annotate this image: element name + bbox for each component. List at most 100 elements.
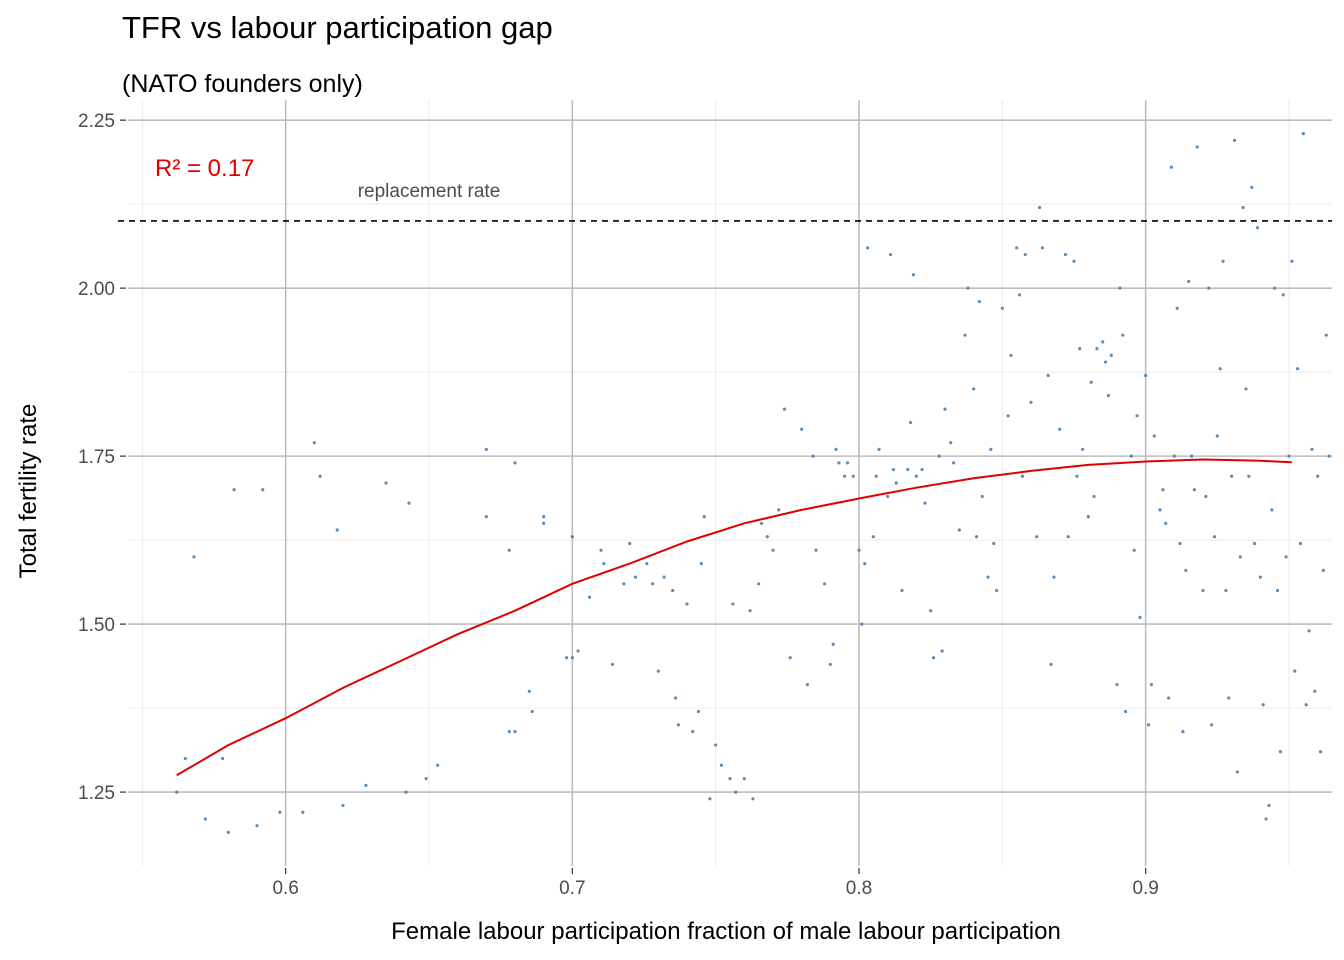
data-point: [1075, 474, 1079, 478]
data-point: [1273, 286, 1277, 290]
data-point: [943, 407, 947, 411]
data-point: [1181, 730, 1185, 734]
data-point: [734, 790, 738, 794]
data-point: [513, 461, 517, 465]
data-point: [923, 501, 927, 505]
data-point: [1052, 575, 1056, 579]
data-point: [940, 649, 944, 653]
y-axis-ticks: 1.25 1.50 1.75 2.00 2.25: [78, 111, 126, 804]
data-point: [1307, 629, 1311, 633]
data-point: [834, 447, 838, 452]
data-point: [384, 481, 388, 485]
y-tick-label: 2.25: [78, 111, 115, 132]
data-point: [777, 508, 781, 512]
data-point: [699, 562, 703, 566]
data-point: [857, 548, 861, 552]
data-point: [1278, 750, 1282, 754]
data-point: [1255, 226, 1260, 230]
data-point: [800, 427, 804, 431]
data-point: [1121, 333, 1125, 337]
data-point: [1192, 488, 1196, 492]
data-point: [1324, 333, 1328, 337]
data-point: [986, 575, 990, 579]
data-point: [1158, 508, 1162, 512]
data-point: [565, 656, 569, 660]
data-point: [963, 333, 967, 337]
data-points: [175, 131, 1331, 835]
data-point: [1023, 252, 1027, 257]
data-point: [1038, 205, 1042, 210]
data-point: [622, 582, 626, 586]
data-point: [542, 521, 546, 525]
data-point: [748, 609, 752, 613]
data-point: [823, 582, 827, 586]
data-point: [1232, 138, 1237, 142]
x-tick-label: 0.9: [1132, 878, 1158, 899]
data-point: [1167, 696, 1171, 700]
data-point: [1066, 535, 1070, 539]
data-point: [1235, 770, 1239, 774]
data-point: [1321, 568, 1325, 572]
data-point: [1164, 521, 1168, 525]
data-point: [1204, 494, 1208, 499]
data-point: [1318, 750, 1323, 754]
data-point: [1169, 165, 1174, 169]
data-point: [765, 535, 769, 539]
data-point: [851, 474, 855, 478]
data-point: [1267, 803, 1271, 808]
data-point: [771, 548, 775, 552]
data-point: [845, 461, 850, 465]
data-point: [633, 575, 638, 579]
data-point: [221, 756, 225, 761]
data-point: [937, 454, 941, 458]
data-point: [877, 447, 881, 452]
major-gridlines: [128, 100, 1332, 866]
data-point: [1138, 615, 1142, 619]
data-point: [1063, 252, 1067, 257]
data-point: [1020, 474, 1024, 478]
data-point: [203, 817, 207, 821]
data-point: [301, 810, 305, 814]
data-point: [1327, 454, 1331, 458]
data-point: [1224, 588, 1228, 593]
data-point: [1250, 185, 1254, 189]
data-point: [1261, 703, 1265, 707]
data-point: [811, 454, 815, 458]
data-point: [874, 474, 878, 478]
data-point: [1241, 205, 1245, 210]
data-point: [980, 494, 984, 499]
data-point: [1210, 723, 1214, 727]
data-point: [1015, 246, 1019, 250]
data-point: [691, 730, 695, 734]
data-point: [424, 777, 428, 781]
data-point: [1146, 723, 1151, 727]
data-point: [788, 656, 792, 660]
data-point: [685, 602, 689, 606]
data-point: [1161, 488, 1165, 492]
data-point: [1178, 541, 1182, 546]
data-point: [404, 790, 408, 794]
data-point: [232, 488, 236, 492]
data-point: [1092, 494, 1096, 499]
data-point: [1284, 555, 1288, 559]
data-point: [1244, 387, 1248, 391]
data-point: [1290, 259, 1294, 263]
data-point: [1270, 508, 1274, 512]
data-point: [662, 575, 666, 579]
data-point: [484, 447, 488, 452]
data-point: [527, 689, 531, 693]
data-point: [1144, 373, 1148, 378]
data-point: [1017, 293, 1022, 297]
data-point: [714, 743, 718, 747]
data-point: [1078, 347, 1082, 351]
data-point: [906, 467, 910, 472]
data-point: [1006, 414, 1010, 418]
data-point: [992, 541, 996, 546]
data-point: [1298, 541, 1303, 546]
data-point: [1086, 514, 1090, 519]
data-point: [1218, 367, 1222, 371]
data-point: [183, 756, 187, 761]
data-point: [651, 582, 655, 586]
data-point: [886, 494, 890, 499]
trend-line: [176, 458, 1292, 777]
